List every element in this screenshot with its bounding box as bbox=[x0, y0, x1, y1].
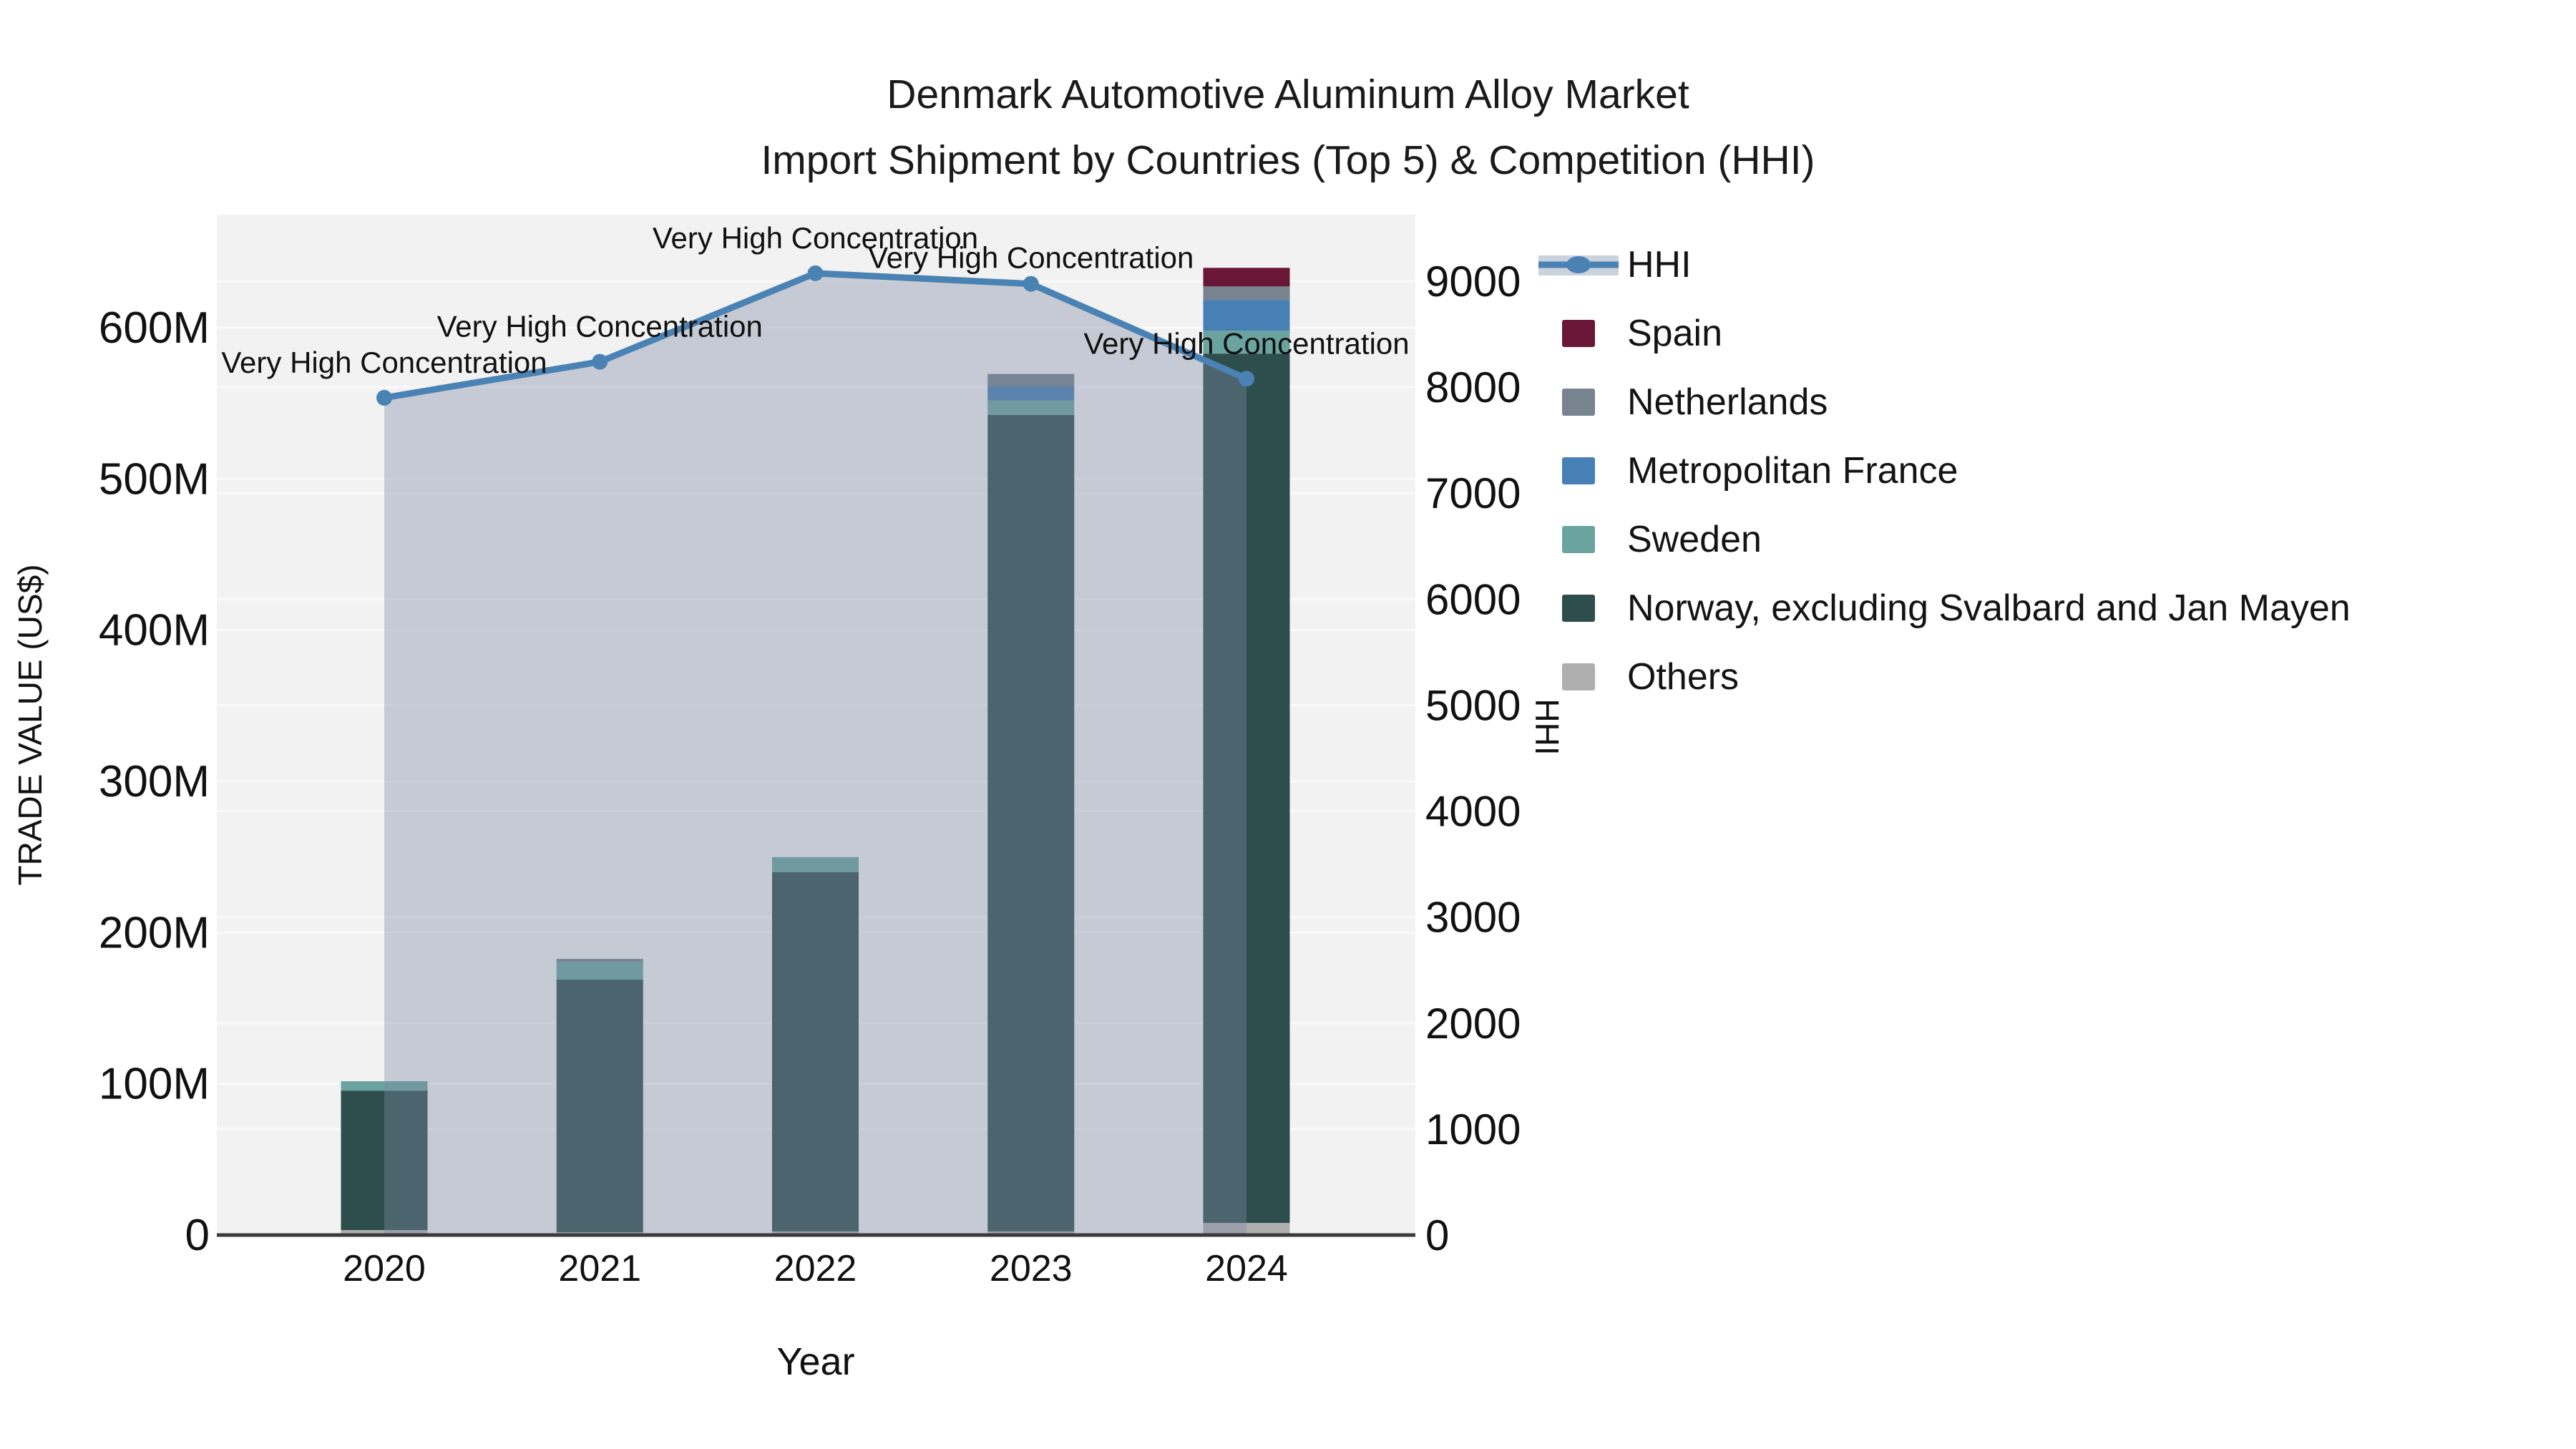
bar-segment-2022-sweden bbox=[772, 857, 859, 872]
y-right-tick-3000: 3000 bbox=[1425, 894, 1521, 942]
legend: HHI Spain Netherlands Metropolitan France Sw… bbox=[1538, 230, 2351, 711]
bar-segment-2024-metropolitan-france bbox=[1203, 300, 1290, 331]
legend-item-norway--excluding-svalbard-and-jan-mayen: Norway, excluding Svalbard and Jan Mayen bbox=[1538, 574, 2351, 643]
bar-segment-2022-norway--excluding-svalbard-and-jan-mayen bbox=[772, 872, 859, 1231]
bar-segment-2021-sweden bbox=[556, 962, 643, 980]
hhi-marker-2023 bbox=[1023, 275, 1039, 292]
bar-segment-2024-others bbox=[1203, 1223, 1290, 1235]
x-tick-2021: 2021 bbox=[558, 1248, 641, 1289]
x-tick-2020: 2020 bbox=[343, 1248, 426, 1289]
legend-swatch-icon bbox=[1538, 595, 1619, 622]
legend-item-metropolitan-france: Metropolitan France bbox=[1538, 436, 2351, 505]
bar-segment-2024-norway--excluding-svalbard-and-jan-mayen bbox=[1203, 353, 1290, 1224]
bar-segment-2020-norway--excluding-svalbard-and-jan-mayen bbox=[341, 1091, 428, 1231]
bar-segment-2023-sweden bbox=[987, 400, 1075, 415]
y-left-tick-500M: 500M bbox=[99, 454, 210, 504]
legend-swatch-icon bbox=[1538, 663, 1619, 691]
annotation-2024: Very High Concentration bbox=[1083, 326, 1409, 360]
y-left-tick-0: 0 bbox=[185, 1211, 210, 1260]
legend-swatch-icon bbox=[1562, 457, 1595, 484]
bar-segment-2023-others bbox=[987, 1231, 1075, 1235]
y-left-tick-600M: 600M bbox=[99, 303, 210, 353]
y-right-tick-6000: 6000 bbox=[1425, 575, 1521, 623]
bar-segment-2024-sweden bbox=[1203, 331, 1290, 354]
x-tick-2022: 2022 bbox=[774, 1248, 857, 1289]
annotation-2022: Very High Concentration bbox=[653, 221, 978, 255]
bar-segment-2022-others bbox=[772, 1231, 859, 1235]
legend-swatch-icon bbox=[1562, 389, 1595, 416]
hhi-area-fill bbox=[384, 273, 1246, 1236]
y-right-tick-5000: 5000 bbox=[1425, 681, 1521, 729]
legend-swatch-icon bbox=[1538, 526, 1619, 553]
legend-swatch-icon bbox=[1562, 526, 1595, 553]
legend-item-sweden: Sweden bbox=[1538, 505, 2351, 574]
legend-item-others: Others bbox=[1538, 643, 2351, 711]
hhi-marker-2022 bbox=[807, 265, 824, 281]
bar-segment-2024-spain bbox=[1203, 268, 1290, 287]
y-left-tick-100M: 100M bbox=[99, 1060, 210, 1109]
hhi-marker-2020 bbox=[376, 389, 392, 406]
legend-swatch-icon bbox=[1562, 320, 1595, 347]
y-right-tick-8000: 8000 bbox=[1425, 364, 1521, 411]
y-right-tick-0: 0 bbox=[1425, 1211, 1449, 1259]
chart-title: Denmark Automotive Aluminum Alloy Market… bbox=[0, 62, 2576, 193]
x-axis-title: Year bbox=[776, 1340, 855, 1383]
legend-label: Sweden bbox=[1627, 519, 1762, 560]
legend-item-spain: Spain bbox=[1538, 299, 2351, 368]
x-tick-2024: 2024 bbox=[1205, 1248, 1288, 1289]
hhi-marker-2024 bbox=[1239, 371, 1254, 387]
legend-item-hhi: HHI bbox=[1538, 230, 2351, 299]
x-tick-2023: 2023 bbox=[990, 1248, 1073, 1289]
annotation-2023: Very High Concentration bbox=[868, 241, 1194, 275]
bar-segment-2020-others bbox=[341, 1230, 428, 1235]
legend-label: HHI bbox=[1627, 244, 1692, 286]
legend-item-netherlands: Netherlands bbox=[1538, 368, 2351, 436]
y-right-tick-7000: 7000 bbox=[1425, 469, 1521, 517]
bar-segment-2023-metropolitan-france bbox=[987, 386, 1075, 401]
hhi-marker-2021 bbox=[592, 353, 608, 370]
y-right-tick-2000: 2000 bbox=[1425, 1000, 1521, 1048]
legend-swatch-icon bbox=[1562, 595, 1595, 622]
bar-segment-2024-netherlands bbox=[1203, 286, 1290, 301]
legend-swatch-icon bbox=[1538, 457, 1619, 484]
legend-swatch-icon bbox=[1562, 663, 1595, 691]
y-left-tick-200M: 200M bbox=[99, 908, 210, 957]
y-right-tick-9000: 9000 bbox=[1425, 258, 1521, 306]
hhi-line-icon bbox=[1538, 255, 1619, 275]
bar-segment-2023-netherlands bbox=[987, 374, 1075, 386]
legend-label: Metropolitan France bbox=[1627, 450, 1958, 492]
y-right-tick-4000: 4000 bbox=[1425, 788, 1521, 836]
y-left-tick-400M: 400M bbox=[99, 606, 210, 655]
bar-segment-2021-netherlands bbox=[556, 959, 643, 962]
legend-swatch-icon bbox=[1538, 320, 1619, 347]
y-right-tick-1000: 1000 bbox=[1425, 1106, 1521, 1153]
legend-label: Spain bbox=[1627, 313, 1722, 354]
y-left-tick-300M: 300M bbox=[99, 757, 210, 806]
chart-title-line2: Import Shipment by Countries (Top 5) & C… bbox=[761, 137, 1815, 183]
legend-label: Netherlands bbox=[1627, 381, 1828, 423]
y-axis-left-title: TRADE VALUE (US$) bbox=[11, 564, 49, 886]
legend-swatch-icon bbox=[1538, 389, 1619, 416]
hhi-line-icon bbox=[1538, 249, 1619, 280]
annotation-2020: Very High Concentration bbox=[221, 346, 547, 379]
bar-segment-2021-norway--excluding-svalbard-and-jan-mayen bbox=[556, 980, 643, 1232]
bar-segment-2020-sweden bbox=[341, 1081, 428, 1091]
legend-label: Norway, excluding Svalbard and Jan Mayen bbox=[1627, 587, 2351, 629]
chart-title-line1: Denmark Automotive Aluminum Alloy Market bbox=[887, 72, 1689, 117]
legend-label: Others bbox=[1627, 656, 1740, 698]
annotation-2021: Very High Concentration bbox=[437, 310, 763, 343]
bar-segment-2023-norway--excluding-svalbard-and-jan-mayen bbox=[987, 414, 1075, 1231]
